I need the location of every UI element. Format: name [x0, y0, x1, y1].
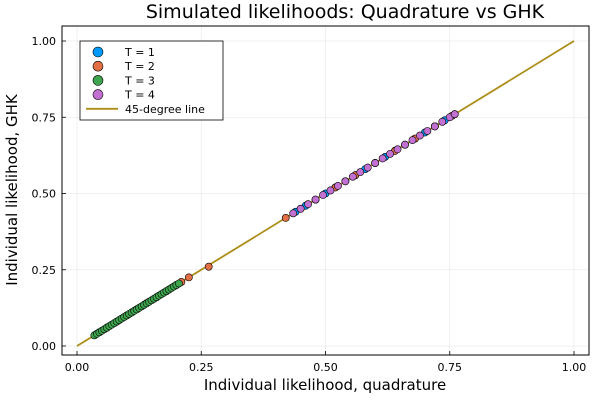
y-tick-label: 0.00 [32, 340, 57, 353]
x-tick-label: 0.25 [189, 361, 214, 374]
legend-label-t-3: T = 3 [124, 74, 155, 87]
x-axis-label: Individual likelihood, quadrature [204, 376, 446, 394]
data-point [326, 186, 335, 195]
data-point [296, 204, 305, 213]
data-point [408, 136, 417, 145]
data-point [356, 168, 365, 177]
data-point [204, 262, 213, 271]
data-point [363, 163, 372, 172]
y-axis-label: Individual likelihood, GHK [3, 93, 21, 286]
legend: T = 1T = 2T = 3 T = 445-degree line [79, 40, 224, 121]
series-layer [76, 40, 575, 347]
data-point [430, 122, 439, 131]
x-tick-label: 0.50 [313, 361, 338, 374]
data-point [311, 195, 320, 204]
data-point [174, 279, 183, 288]
data-point [319, 191, 327, 199]
x-tick-label: 0.00 [65, 361, 90, 374]
data-point [281, 213, 290, 222]
legend-box [79, 40, 224, 121]
legend-marker-t-4 [92, 89, 104, 100]
legend-label-t-1: T = 1 [124, 46, 155, 59]
data-point [184, 273, 193, 282]
y-tick-label: 0.50 [32, 188, 57, 201]
data-point [438, 117, 447, 126]
data-point [416, 131, 424, 140]
legend-marker-t-1 [92, 46, 104, 58]
series-t-4 [289, 110, 459, 218]
legend-label-t-4: T = 4 [124, 89, 155, 102]
data-point [289, 209, 298, 218]
data-point [423, 127, 432, 135]
data-point [371, 159, 380, 167]
data-point [341, 177, 350, 186]
data-point [334, 181, 342, 190]
y-tick-label: 0.25 [32, 264, 57, 277]
data-point [401, 140, 409, 149]
y-tick-label: 0.75 [32, 111, 57, 124]
x-tick-label: 1.00 [562, 361, 587, 374]
data-point [348, 172, 357, 181]
legend-label-45-degree-line: 45-degree line [125, 103, 205, 116]
axis-ticks: 0.00 0.25 0.50 0.75 1.00 0.00 0.25 0.50 0.75 1.00 [32, 35, 587, 374]
y-tick-label: 1.00 [32, 35, 57, 48]
data-point [393, 145, 402, 154]
data-point [450, 110, 459, 119]
legend-marker-t-2 [92, 60, 104, 72]
data-point [378, 154, 387, 163]
series-t-3 [90, 279, 183, 340]
legend-label-t-2: T = 2 [124, 60, 155, 73]
chart-title: Simulated likelihoods: Quadrature vs GHK [146, 1, 545, 23]
legend-marker-t-3 [92, 75, 104, 86]
data-point [304, 200, 313, 209]
data-point [386, 149, 395, 158]
x-tick-label: 0.75 [438, 361, 463, 374]
